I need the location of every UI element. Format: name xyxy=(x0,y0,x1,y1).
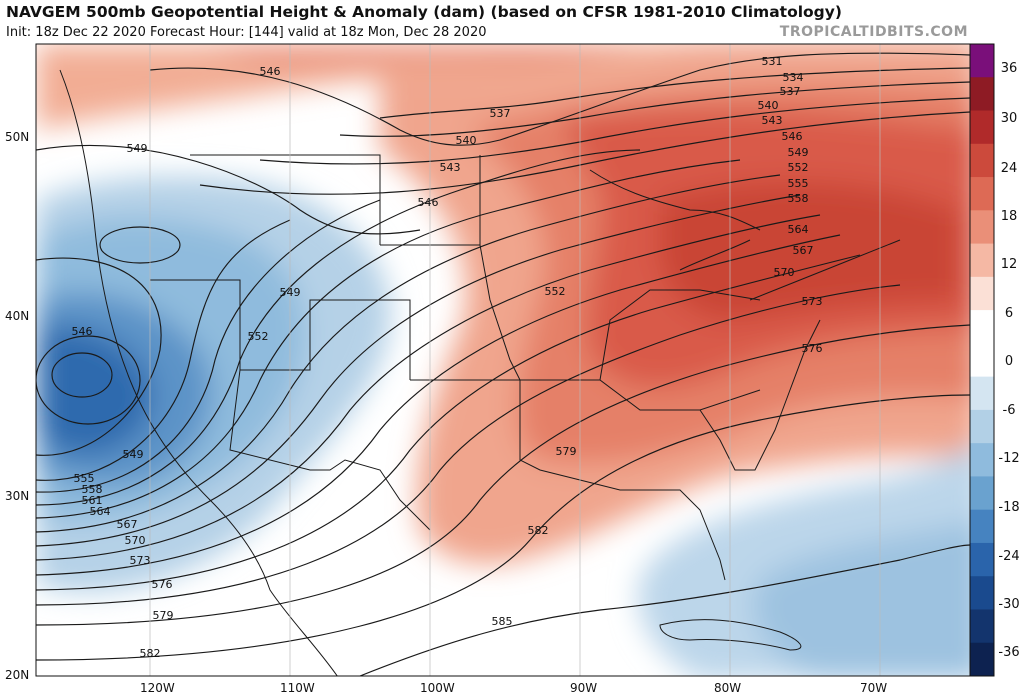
map-title: NAVGEM 500mb Geopotential Height & Anoma… xyxy=(6,3,842,21)
colorbar-segment xyxy=(970,409,994,444)
colorbar-segment xyxy=(970,343,994,378)
colorbar-segment xyxy=(970,476,994,511)
credit-logo: TROPICALTIDBITS.COM xyxy=(779,24,968,40)
colorbar-label: 18 xyxy=(1000,209,1018,224)
contour-label: 561 xyxy=(82,494,103,507)
colorbar-segment xyxy=(970,310,994,344)
lon-label: 110W xyxy=(280,681,315,695)
graticule xyxy=(149,44,881,676)
colorbar-segment xyxy=(970,542,994,577)
contour-label: 534 xyxy=(783,71,804,84)
lon-label: 120W xyxy=(140,681,175,695)
colorbar-label: -30 xyxy=(998,597,1020,612)
contour-label: 543 xyxy=(762,114,783,127)
contour-label: 546 xyxy=(72,325,93,338)
contour-label: 552 xyxy=(545,285,566,298)
lat-label: 20N xyxy=(5,668,30,682)
lon-label: 80W xyxy=(714,681,742,695)
boundaries xyxy=(59,69,901,676)
colorbar-segment xyxy=(970,642,994,677)
colorbar-segment xyxy=(970,609,994,644)
colorbar-label: -18 xyxy=(998,500,1020,515)
contour-label: 552 xyxy=(248,330,269,343)
contour-label: 555 xyxy=(788,177,809,190)
contour-label: 543 xyxy=(440,161,461,174)
colorbar-label: 0 xyxy=(1004,354,1014,369)
contour-label: 579 xyxy=(153,609,174,622)
colorbar-segment xyxy=(970,110,994,145)
contour-label: 540 xyxy=(758,99,779,112)
colorbar-segment xyxy=(970,77,994,112)
contour-label: 573 xyxy=(802,295,823,308)
lon-label: 90W xyxy=(570,681,598,695)
colorbar-label: -12 xyxy=(998,451,1020,466)
contour-label: 567 xyxy=(793,244,814,257)
colorbar-label: -24 xyxy=(998,549,1020,564)
contour-label: 579 xyxy=(556,445,577,458)
contour-label: 585 xyxy=(492,615,513,628)
colorbar-label: 24 xyxy=(1000,161,1018,176)
contour-label: 549 xyxy=(123,448,144,461)
colorbar-label: 30 xyxy=(1000,111,1018,126)
lat-label: 30N xyxy=(5,489,30,503)
height-contours xyxy=(36,52,970,676)
contour-label: 558 xyxy=(788,192,809,205)
contour-label: 576 xyxy=(802,342,823,355)
colorbar-label: -36 xyxy=(998,645,1020,660)
map-subtitle: Init: 18z Dec 22 2020 Forecast Hour: [14… xyxy=(6,25,487,40)
colorbar-segment xyxy=(970,376,994,411)
contour-label: 570 xyxy=(774,266,795,279)
colorbar-segment xyxy=(970,576,994,610)
contour-label: 549 xyxy=(280,286,301,299)
contour-label: 549 xyxy=(127,142,148,155)
contour-label: 558 xyxy=(82,483,103,496)
contour-label: 546 xyxy=(418,196,439,209)
lat-label: 40N xyxy=(5,309,30,323)
contour-label: 552 xyxy=(788,161,809,174)
contour-label: 582 xyxy=(528,524,549,537)
contour-label: 570 xyxy=(125,534,146,547)
colorbar-label: 36 xyxy=(1000,61,1018,76)
contour-label: 567 xyxy=(117,518,138,531)
colorbar-segment xyxy=(970,177,994,211)
colorbar-segment xyxy=(970,443,994,477)
cuba-outline xyxy=(659,619,802,651)
colorbar-label: -6 xyxy=(1002,403,1016,418)
colorbar-segment xyxy=(970,509,994,544)
colorbar-segment xyxy=(970,143,994,178)
contour-label: 537 xyxy=(490,107,511,120)
lat-label: 50N xyxy=(5,130,30,144)
colorbar-segment xyxy=(970,210,994,245)
contour-label: 564 xyxy=(788,223,809,236)
lon-label: 70W xyxy=(860,681,888,695)
contour-label: 549 xyxy=(788,146,809,159)
colorbar-segment xyxy=(970,276,994,311)
anomaly-shading xyxy=(36,44,970,676)
contour-label: 537 xyxy=(780,85,801,98)
contour-label: 564 xyxy=(90,505,111,518)
colorbar-segment xyxy=(970,243,994,278)
contour-label: 576 xyxy=(152,578,173,591)
contour-label: 573 xyxy=(130,554,151,567)
colorbar-label: 6 xyxy=(1004,306,1014,321)
anomaly-colorbar xyxy=(970,44,994,677)
colorbar-label: 12 xyxy=(1000,257,1018,272)
contour-label: 546 xyxy=(782,130,803,143)
contour-label: 555 xyxy=(74,472,95,485)
colorbar-segment xyxy=(970,44,994,78)
contour-label: 582 xyxy=(140,647,161,660)
contour-label: 540 xyxy=(456,134,477,147)
contour-label: 531 xyxy=(762,55,783,68)
lon-label: 100W xyxy=(420,681,455,695)
contour-label: 546 xyxy=(260,65,281,78)
